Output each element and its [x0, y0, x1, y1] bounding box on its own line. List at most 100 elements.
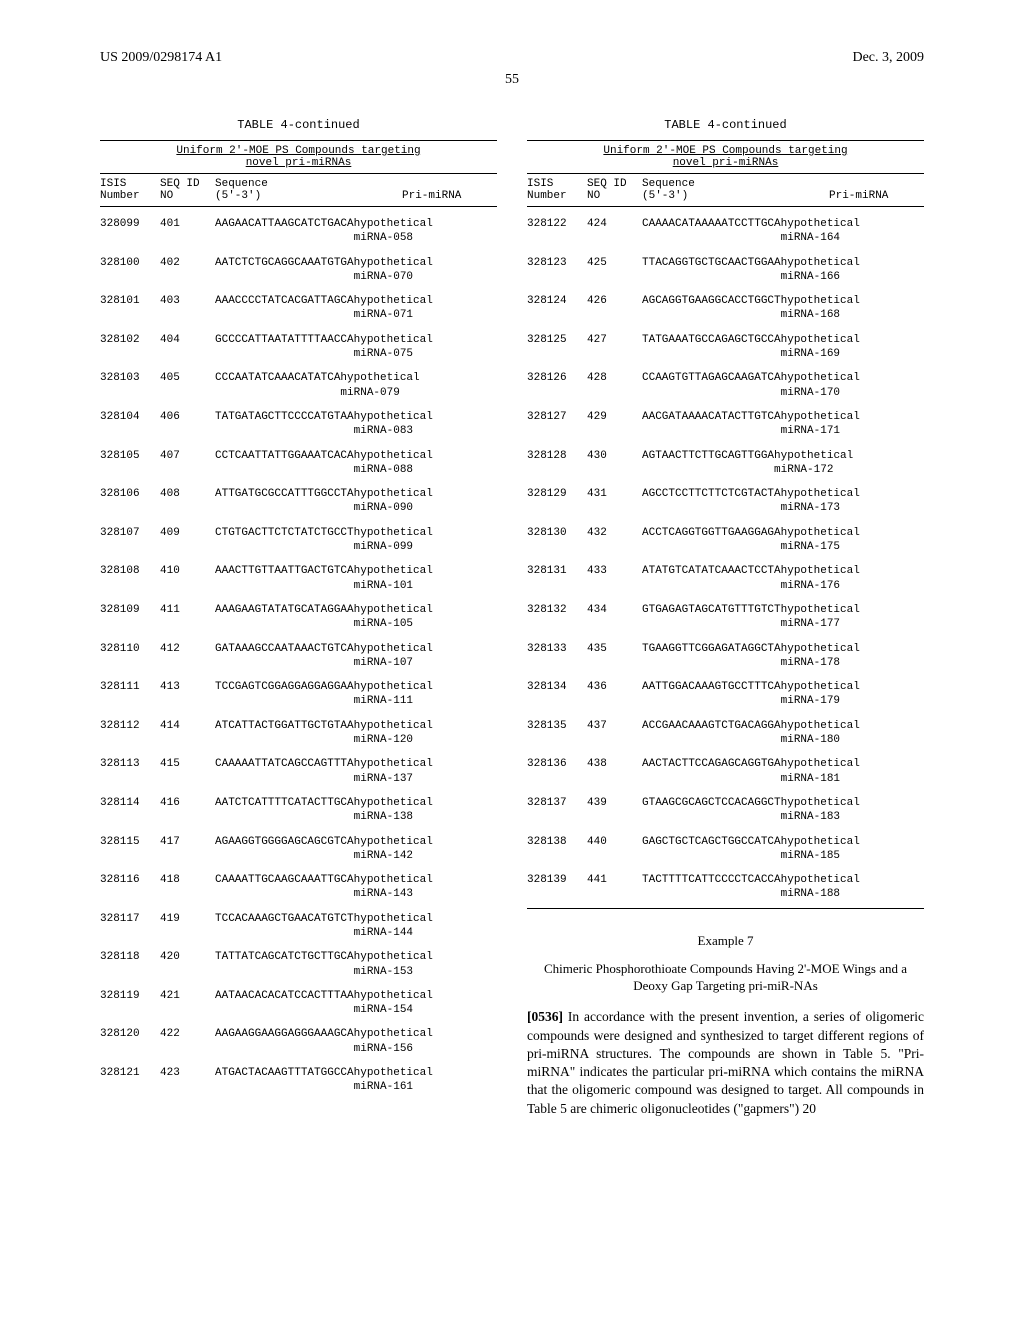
- hypothetical-label: hypothetical: [781, 835, 860, 849]
- isis-number: 328128: [527, 449, 587, 478]
- sequence: CAAAACATAAAAATCCTTGCA: [642, 217, 781, 246]
- table-row: 328135437ACCGAACAAAGTCTGACAGGA hypotheti…: [527, 709, 924, 748]
- pri-mirna: miRNA-169: [781, 347, 860, 361]
- hypothetical-label: hypothetical: [781, 371, 860, 385]
- pri-mirna: miRNA-083: [354, 424, 433, 438]
- hypothetical-label: hypothetical: [354, 1066, 433, 1080]
- sequence: AAGAACATTAAGCATCTGACA: [215, 217, 354, 246]
- pri-mirna: miRNA-154: [354, 1003, 433, 1017]
- table-row: 328111413TCCGAGTCGGAGGAGGAGGAA hypotheti…: [100, 670, 497, 709]
- hypothetical-label: hypothetical: [354, 526, 433, 540]
- table-subtitle1-right: Uniform 2'-MOE PS Compounds targeting: [527, 140, 924, 157]
- isis-number: 328139: [527, 873, 587, 902]
- sequence: CAAAAATTATCAGCCAGTTTA: [215, 757, 354, 786]
- table-row: 328121423ATGACTACAAGTTTATGGCCA hypotheti…: [100, 1056, 497, 1095]
- isis-number: 328114: [100, 796, 160, 825]
- hypothetical-label: hypothetical: [781, 796, 860, 810]
- isis-number: 328126: [527, 371, 587, 400]
- table-header-right: ISIS Number SEQ ID NO Sequence (5'-3') P…: [527, 173, 924, 207]
- seq-id-no: 414: [160, 719, 215, 748]
- seq-id-no: 432: [587, 526, 642, 555]
- pri-mirna: miRNA-075: [354, 347, 433, 361]
- isis-number: 328132: [527, 603, 587, 632]
- sequence: AGAAGGTGGGGAGCAGCGTCA: [215, 835, 354, 864]
- hypothetical-label: hypothetical: [781, 564, 860, 578]
- pri-mirna: miRNA-142: [354, 849, 433, 863]
- pri-mirna: miRNA-164: [781, 231, 860, 245]
- sequence: AAACTTGTTAATTGACTGTCA: [215, 564, 354, 593]
- table-row: 328122424CAAAACATAAAAATCCTTGCA hypotheti…: [527, 207, 924, 246]
- pri-mirna: miRNA-166: [781, 270, 860, 284]
- example-title: Example 7: [527, 933, 924, 949]
- isis-number: 328134: [527, 680, 587, 709]
- pri-mirna: miRNA-138: [354, 810, 433, 824]
- seq-id-no: 419: [160, 912, 215, 941]
- patent-number: US 2009/0298174 A1: [100, 50, 222, 66]
- header-isis1: ISIS: [100, 178, 160, 190]
- hypothetical-label: hypothetical: [781, 256, 860, 270]
- sequence: GATAAAGCCAATAAACTGTCA: [215, 642, 354, 671]
- pri-mirna: miRNA-101: [354, 579, 433, 593]
- seq-id-no: 415: [160, 757, 215, 786]
- hypothetical-label: hypothetical: [781, 410, 860, 424]
- table-row: 328131433ATATGTCATATCAAACTCCTA hypotheti…: [527, 554, 924, 593]
- isis-number: 328101: [100, 294, 160, 323]
- hypothetical-label: hypothetical: [781, 333, 860, 347]
- isis-number: 328130: [527, 526, 587, 555]
- hypothetical-label: hypothetical: [781, 719, 860, 733]
- seq-id-no: 427: [587, 333, 642, 362]
- sequence: TACTTTTCATTCCCCTCACCA: [642, 873, 781, 902]
- isis-number: 328135: [527, 719, 587, 748]
- hypothetical-label: hypothetical: [781, 680, 860, 694]
- table-row: 328109411AAAGAAGTATATGCATAGGAA hypotheti…: [100, 593, 497, 632]
- seq-id-no: 412: [160, 642, 215, 671]
- table-row: 328105407CCTCAATTATTGGAAATCACA hypotheti…: [100, 439, 497, 478]
- table-row: 328136438AACTACTTCCAGAGCAGGTGA hypotheti…: [527, 747, 924, 786]
- sequence: TGAAGGTTCGGAGATAGGCTA: [642, 642, 781, 671]
- seq-id-no: 428: [587, 371, 642, 400]
- sequence: CCAAGTGTTAGAGCAAGATCA: [642, 371, 781, 400]
- isis-number: 328137: [527, 796, 587, 825]
- table-row: 328099401AAGAACATTAAGCATCTGACA hypotheti…: [100, 207, 497, 246]
- header-sequence1: Sequence: [215, 178, 402, 190]
- pri-mirna: miRNA-070: [354, 270, 433, 284]
- seq-id-no: 406: [160, 410, 215, 439]
- sequence: TATGAAATGCCAGAGCTGCCA: [642, 333, 781, 362]
- pri-mirna: miRNA-179: [781, 694, 860, 708]
- sequence: AAAGAAGTATATGCATAGGAA: [215, 603, 354, 632]
- pri-mirna: miRNA-161: [354, 1080, 433, 1094]
- seq-id-no: 425: [587, 256, 642, 285]
- seq-id-no: 410: [160, 564, 215, 593]
- isis-number: 328121: [100, 1066, 160, 1095]
- isis-number: 328107: [100, 526, 160, 555]
- pri-mirna: miRNA-178: [781, 656, 860, 670]
- paragraph: [0536] In accordance with the present in…: [527, 1008, 924, 1117]
- seq-id-no: 426: [587, 294, 642, 323]
- table-subtitle2-right: novel pri-miRNAs: [527, 157, 924, 173]
- hypothetical-label: hypothetical: [354, 719, 433, 733]
- isis-number: 328136: [527, 757, 587, 786]
- pri-mirna: miRNA-079: [340, 386, 419, 400]
- pri-mirna: miRNA-090: [354, 501, 433, 515]
- pri-mirna: miRNA-176: [781, 579, 860, 593]
- sequence: ATGACTACAAGTTTATGGCCA: [215, 1066, 354, 1095]
- table-row: 328139441TACTTTTCATTCCCCTCACCA hypotheti…: [527, 863, 924, 909]
- hypothetical-label: hypothetical: [354, 410, 433, 424]
- table-row: 328108410AAACTTGTTAATTGACTGTCA hypotheti…: [100, 554, 497, 593]
- table-row: 328120422AAGAAGGAAGGAGGGAAAGCA hypotheti…: [100, 1017, 497, 1056]
- sequence: ACCGAACAAAGTCTGACAGGA: [642, 719, 781, 748]
- pri-mirna: miRNA-172: [774, 463, 853, 477]
- seq-id-no: 423: [160, 1066, 215, 1095]
- pri-mirna: miRNA-120: [354, 733, 433, 747]
- sequence: CAAAATTGCAAGCAAATTGCA: [215, 873, 354, 902]
- seq-id-no: 441: [587, 873, 642, 902]
- hypothetical-label: hypothetical: [354, 564, 433, 578]
- isis-number: 328109: [100, 603, 160, 632]
- sequence: CCTCAATTATTGGAAATCACA: [215, 449, 354, 478]
- pri-mirna: miRNA-144: [354, 926, 433, 940]
- table-row: 328134436AATTGGACAAAGTGCCTTTCA hypotheti…: [527, 670, 924, 709]
- isis-number: 328110: [100, 642, 160, 671]
- isis-number: 328108: [100, 564, 160, 593]
- hypothetical-label: hypothetical: [354, 873, 433, 887]
- isis-number: 328115: [100, 835, 160, 864]
